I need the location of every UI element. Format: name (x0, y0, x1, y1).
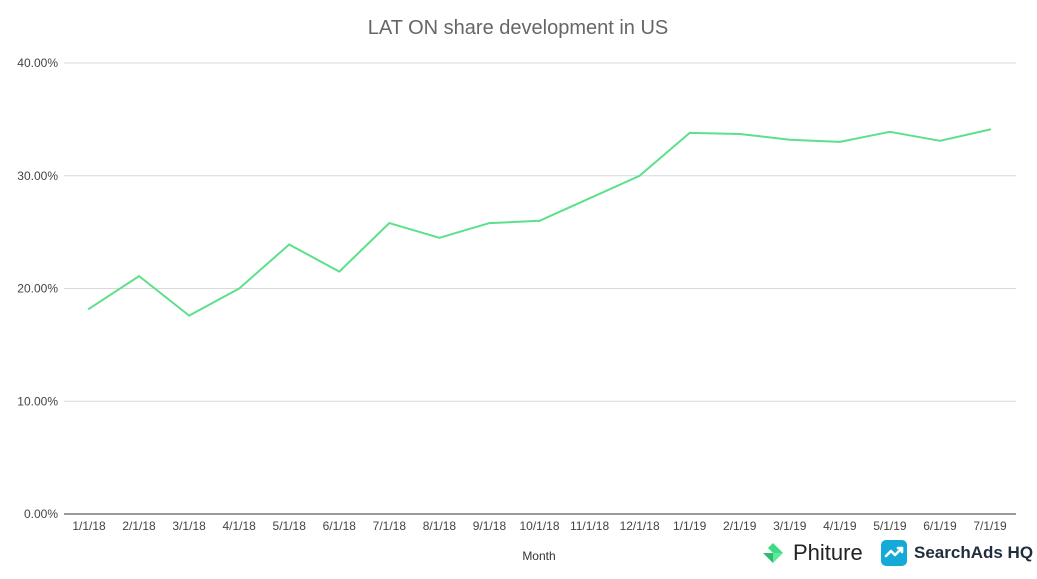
x-tick-label: 3/1/19 (773, 519, 807, 533)
data-point (688, 131, 691, 134)
data-point (838, 140, 841, 143)
data-point (188, 314, 191, 317)
data-point (288, 243, 291, 246)
x-axis-label: Month (522, 549, 555, 563)
x-tick-label: 11/1/18 (570, 519, 609, 533)
x-tick-label: 1/1/18 (72, 519, 106, 533)
series-lines (88, 128, 991, 317)
searchads-chart-icon (881, 540, 907, 566)
x-tick-label: 5/1/19 (873, 519, 907, 533)
data-point (938, 139, 941, 142)
x-tick-label: 5/1/18 (273, 519, 307, 533)
data-point (738, 133, 741, 136)
data-point (388, 222, 391, 225)
data-point (638, 174, 641, 177)
data-point (138, 275, 141, 278)
x-tick-label: 7/1/19 (973, 519, 1007, 533)
x-tick-label: 6/1/19 (923, 519, 957, 533)
x-tick-label: 4/1/18 (222, 519, 256, 533)
data-point (989, 128, 991, 131)
phiture-wordmark: Phiture (793, 540, 863, 565)
x-tick-label: 1/1/19 (673, 519, 707, 533)
data-point (538, 219, 541, 222)
y-tick-labels: 0.00% 10.00% 20.00% 30.00% 40.00% (17, 56, 58, 521)
data-point (588, 197, 591, 200)
y-tick-label: 10.00% (17, 394, 58, 408)
x-tick-label: 7/1/18 (373, 519, 407, 533)
data-point (338, 270, 341, 273)
gridlines (64, 62, 1016, 515)
data-point (888, 130, 891, 133)
phiture-logo: Phiture (761, 539, 863, 567)
x-tick-label: 9/1/18 (473, 519, 507, 533)
y-tick-label: 40.00% (17, 56, 58, 70)
x-tick-label: 2/1/19 (723, 519, 757, 533)
data-point (438, 236, 441, 239)
x-tick-label: 4/1/19 (823, 519, 857, 533)
data-point (488, 222, 491, 225)
x-tick-labels: 1/1/18 2/1/18 3/1/18 4/1/18 5/1/18 6/1/18 7/1/… (72, 519, 1007, 533)
x-tick-label: 12/1/18 (620, 519, 660, 533)
data-point (788, 138, 791, 141)
phiture-diamond-icon (763, 543, 783, 563)
searchads-hq-logo: SearchAds HQ (881, 539, 1033, 567)
searchads-hq-wordmark: SearchAds HQ (914, 543, 1034, 562)
data-point (88, 307, 90, 310)
x-tick-label: 3/1/18 (172, 519, 206, 533)
y-tick-label: 20.00% (17, 282, 58, 296)
y-tick-label: 0.00% (24, 507, 58, 521)
x-tick-label: 10/1/18 (519, 519, 559, 533)
x-tick-label: 2/1/18 (122, 519, 156, 533)
series-line (88, 128, 991, 317)
data-point (238, 287, 241, 290)
chart-title: LAT ON share development in US (368, 17, 669, 39)
x-tick-label: 6/1/18 (323, 519, 357, 533)
x-tick-label: 8/1/18 (423, 519, 457, 533)
y-tick-label: 30.00% (17, 169, 58, 183)
